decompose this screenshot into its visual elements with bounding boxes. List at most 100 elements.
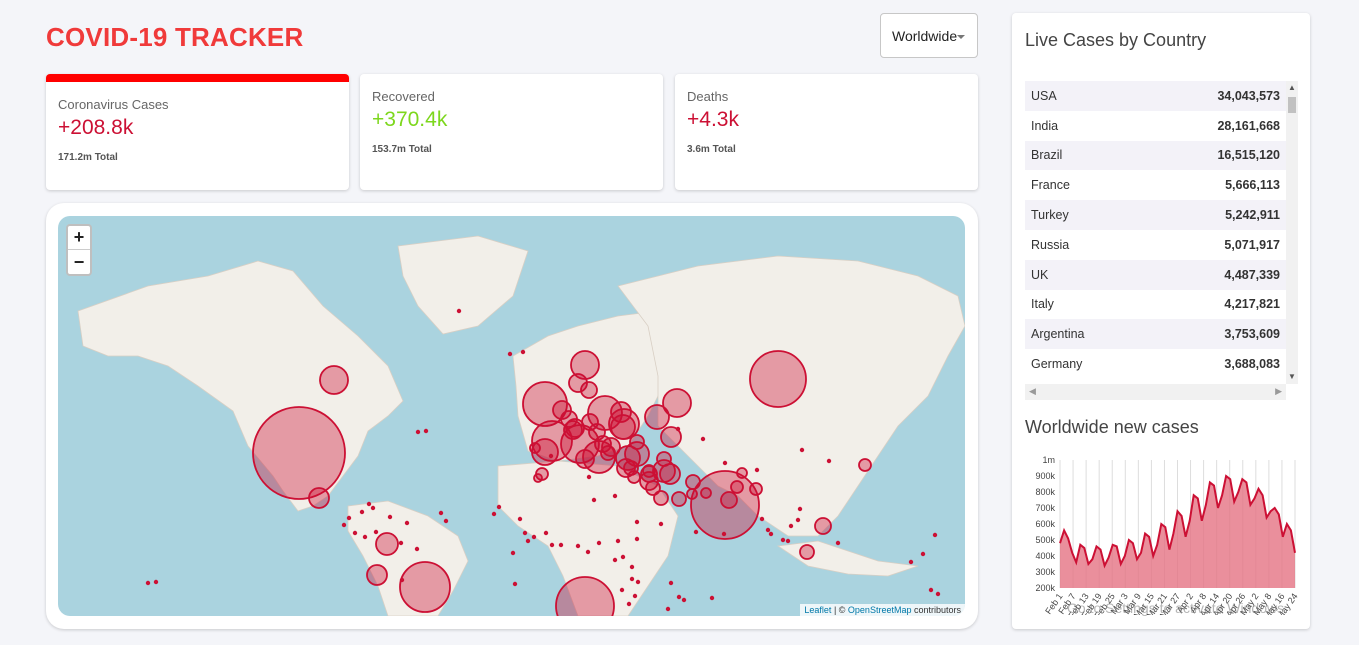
case-circle[interactable] xyxy=(582,440,616,474)
scroll-down-icon[interactable]: ▼ xyxy=(1288,372,1296,381)
case-dot[interactable] xyxy=(780,537,786,543)
case-circle[interactable] xyxy=(686,488,698,500)
case-dot[interactable] xyxy=(443,518,449,524)
case-circle[interactable] xyxy=(652,459,676,483)
case-dot[interactable] xyxy=(341,522,347,528)
case-dot[interactable] xyxy=(675,426,681,432)
table-vertical-scrollbar[interactable]: ▲ ▼ xyxy=(1286,81,1298,384)
case-dot[interactable] xyxy=(634,519,640,525)
case-circle[interactable] xyxy=(736,467,748,479)
case-dot[interactable] xyxy=(522,530,528,536)
case-dot[interactable] xyxy=(768,531,774,537)
case-dot[interactable] xyxy=(797,506,803,512)
case-circle[interactable] xyxy=(560,424,600,464)
case-circle[interactable] xyxy=(685,474,701,490)
recovered-card[interactable]: Recovered +370.4k 153.7m Total xyxy=(360,74,663,190)
case-dot[interactable] xyxy=(346,515,352,521)
case-dot[interactable] xyxy=(415,429,421,435)
case-circle[interactable] xyxy=(660,426,682,448)
case-circle[interactable] xyxy=(555,576,615,616)
case-dot[interactable] xyxy=(549,542,555,548)
case-circle[interactable] xyxy=(662,388,692,418)
case-dot[interactable] xyxy=(543,530,549,536)
case-dot[interactable] xyxy=(932,532,938,538)
case-dot[interactable] xyxy=(620,554,626,560)
case-circle[interactable] xyxy=(671,491,687,507)
countries-table[interactable]: USA 34,043,573 India 28,161,668 Brazil 16,515… xyxy=(1025,81,1286,378)
case-dot[interactable] xyxy=(709,595,715,601)
leaflet-link[interactable]: Leaflet xyxy=(804,605,832,615)
case-dot[interactable] xyxy=(512,581,518,587)
case-dot[interactable] xyxy=(835,540,841,546)
case-dot[interactable] xyxy=(920,551,926,557)
case-dot[interactable] xyxy=(826,458,832,464)
case-circle[interactable] xyxy=(308,487,330,509)
case-circle[interactable] xyxy=(522,381,568,427)
case-dot[interactable] xyxy=(765,527,771,533)
case-circle[interactable] xyxy=(642,464,656,478)
case-dot[interactable] xyxy=(722,460,728,466)
case-circle[interactable] xyxy=(570,350,600,380)
case-circle[interactable] xyxy=(749,350,807,408)
case-dot[interactable] xyxy=(414,546,420,552)
case-circle[interactable] xyxy=(700,487,712,499)
case-dot[interactable] xyxy=(517,516,523,522)
case-dot[interactable] xyxy=(668,580,674,586)
case-dot[interactable] xyxy=(366,501,372,507)
case-circle[interactable] xyxy=(366,564,388,586)
case-dot[interactable] xyxy=(145,580,151,586)
case-dot[interactable] xyxy=(676,594,682,600)
case-dot[interactable] xyxy=(908,559,914,565)
case-dot[interactable] xyxy=(510,550,516,556)
cases-card[interactable]: Coronavirus Cases +208.8k 171.2m Total xyxy=(46,74,349,190)
osm-link[interactable]: OpenStreetMap xyxy=(847,605,912,615)
deaths-card[interactable]: Deaths +4.3k 3.6m Total xyxy=(675,74,978,190)
case-dot[interactable] xyxy=(785,538,791,544)
case-circle[interactable] xyxy=(552,400,572,420)
case-dot[interactable] xyxy=(398,540,404,546)
table-horizontal-scrollbar[interactable]: ◀ ▶ xyxy=(1025,384,1286,400)
scroll-thumb[interactable] xyxy=(1288,97,1296,113)
case-dot[interactable] xyxy=(438,510,444,516)
case-dot[interactable] xyxy=(681,597,687,603)
case-dot[interactable] xyxy=(362,534,368,540)
case-dot[interactable] xyxy=(591,497,597,503)
case-dot[interactable] xyxy=(700,436,706,442)
case-dot[interactable] xyxy=(352,530,358,536)
case-dot[interactable] xyxy=(629,564,635,570)
world-map[interactable]: + − Leaflet | © OpenStreetMap contributo… xyxy=(58,216,965,616)
case-dot[interactable] xyxy=(721,531,727,537)
case-circle[interactable] xyxy=(399,561,451,613)
case-dot[interactable] xyxy=(658,521,664,527)
case-circle[interactable] xyxy=(529,442,541,454)
case-circle[interactable] xyxy=(608,408,640,440)
zoom-in-button[interactable]: + xyxy=(68,226,90,250)
scroll-right-icon[interactable]: ▶ xyxy=(1275,386,1282,396)
case-dot[interactable] xyxy=(619,587,625,593)
case-circle[interactable] xyxy=(644,404,670,430)
case-dot[interactable] xyxy=(491,511,497,517)
case-dot[interactable] xyxy=(596,540,602,546)
country-select[interactable]: Worldwide xyxy=(880,13,978,58)
case-dot[interactable] xyxy=(928,587,934,593)
case-dot[interactable] xyxy=(586,474,592,480)
case-dot[interactable] xyxy=(634,536,640,542)
case-dot[interactable] xyxy=(795,517,801,523)
case-dot[interactable] xyxy=(404,520,410,526)
case-dot[interactable] xyxy=(548,453,554,459)
case-dot[interactable] xyxy=(612,557,618,563)
case-circle[interactable] xyxy=(814,517,832,535)
zoom-out-button[interactable]: − xyxy=(73,251,85,272)
case-dot[interactable] xyxy=(387,514,393,520)
case-dot[interactable] xyxy=(635,579,641,585)
case-circle[interactable] xyxy=(580,381,598,399)
case-circle[interactable] xyxy=(730,480,744,494)
case-dot[interactable] xyxy=(520,349,526,355)
case-dot[interactable] xyxy=(788,523,794,529)
case-dot[interactable] xyxy=(935,591,941,597)
case-circle[interactable] xyxy=(629,434,645,450)
case-dot[interactable] xyxy=(665,606,671,612)
case-dot[interactable] xyxy=(575,543,581,549)
scroll-up-icon[interactable]: ▲ xyxy=(1288,83,1296,92)
case-dot[interactable] xyxy=(496,504,502,510)
